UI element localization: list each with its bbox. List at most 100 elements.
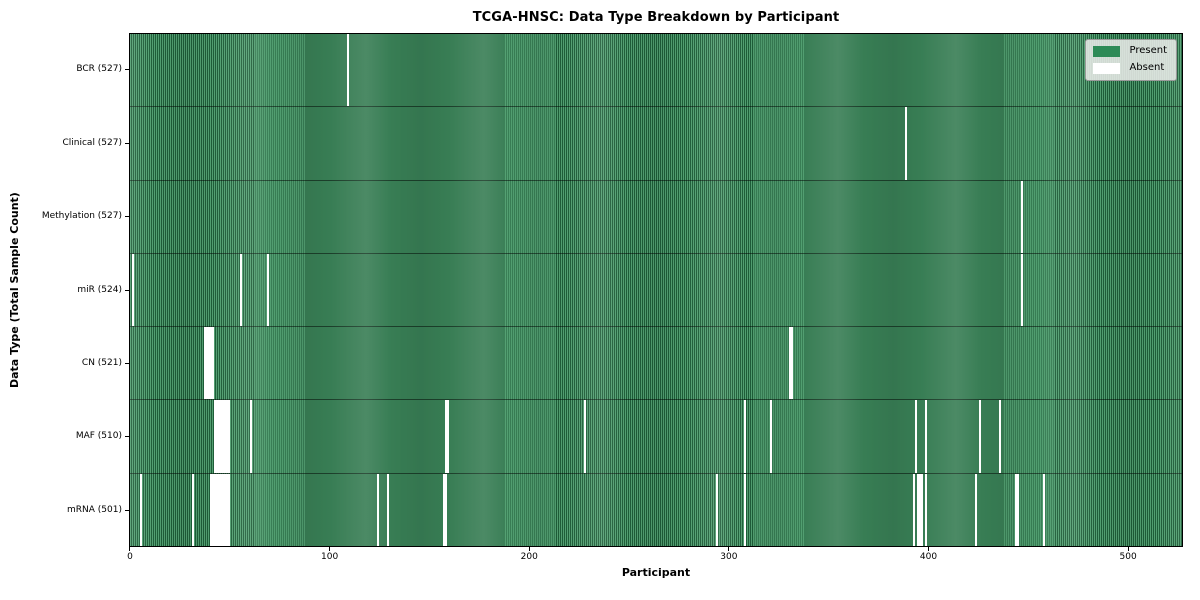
x-tick-mark: [528, 547, 530, 551]
absent-mark: [221, 400, 224, 473]
absent-mark: [217, 400, 220, 473]
absent-mark: [205, 327, 208, 400]
y-tick-mark: [125, 69, 129, 71]
y-tick-label: BCR (527): [76, 64, 122, 75]
x-tick-label: 500: [1119, 552, 1137, 562]
absent-mark: [442, 473, 445, 546]
absent-mark: [223, 400, 226, 473]
y-tick-label: MAF (510): [75, 431, 122, 442]
y-tick-label: miR (524): [77, 284, 122, 295]
absent-mark: [209, 327, 212, 400]
absent-mark: [213, 400, 216, 473]
absent-mark: [203, 327, 206, 400]
absent-mark: [207, 327, 210, 400]
x-tick-mark: [329, 547, 331, 551]
absent-mark: [225, 400, 228, 473]
absent-mark: [915, 400, 917, 473]
legend-present-label: Present: [1129, 45, 1167, 56]
x-tick-label: 100: [321, 552, 339, 562]
absent-mark: [1014, 473, 1017, 546]
absent-mark: [743, 473, 746, 546]
legend-entry-absent: Absent: [1093, 62, 1167, 74]
plot-area: [129, 33, 1183, 547]
absent-mark: [913, 473, 915, 546]
y-tick-mark: [125, 362, 129, 364]
x-tick-mark: [927, 547, 929, 551]
x-axis-label: Participant: [621, 566, 691, 579]
absent-mark: [221, 473, 224, 546]
absent-mark: [211, 473, 214, 546]
absent-mark: [223, 473, 226, 546]
y-tick-mark: [125, 436, 129, 438]
heatmap-row-bcr: [130, 34, 1182, 108]
absent-mark: [249, 400, 252, 473]
absent-mark: [215, 473, 218, 546]
absent-mark: [584, 400, 587, 473]
absent-mark: [239, 253, 242, 327]
y-tick-mark: [125, 289, 129, 291]
x-tick-mark: [728, 547, 730, 551]
legend-absent-label: Absent: [1129, 62, 1165, 73]
absent-mark: [444, 400, 447, 473]
absent-mark: [917, 473, 919, 546]
absent-mark: [191, 473, 194, 546]
absent-mark: [211, 327, 214, 400]
x-tick-label: 300: [720, 552, 738, 562]
absent-mark: [743, 400, 746, 473]
absent-mark: [791, 327, 794, 400]
absent-mark: [1042, 473, 1045, 546]
y-tick-mark: [125, 142, 129, 144]
chart-title: TCGA-HNSC: Data Type Breakdown by Partic…: [472, 10, 840, 25]
x-tick-label: 400: [919, 552, 938, 562]
present-swatch-icon: [1093, 45, 1121, 57]
absent-mark: [219, 473, 222, 546]
absent-mark: [769, 400, 772, 473]
absent-mark: [347, 34, 350, 107]
y-tick-mark: [125, 509, 129, 511]
heatmap-row-mrna: [130, 473, 1182, 546]
absent-mark: [387, 473, 389, 546]
absent-mark: [974, 473, 977, 546]
heatmap-row-mir: [130, 253, 1182, 328]
heatmap-row-cn: [130, 327, 1182, 401]
absent-mark: [1020, 253, 1023, 327]
absent-mark: [920, 473, 923, 546]
heatmap-row-maf: [130, 400, 1182, 474]
x-tick-mark: [1127, 547, 1129, 551]
absent-mark: [1020, 180, 1023, 253]
y-tick-mark: [125, 216, 129, 218]
absent-mark: [905, 107, 908, 180]
absent-mark: [227, 473, 230, 546]
absent-mark: [131, 253, 134, 327]
absent-mark: [139, 473, 142, 546]
legend: Present Absent: [1085, 39, 1177, 81]
absent-mark: [213, 473, 216, 546]
y-tick-label: CN (521): [81, 357, 122, 368]
absent-mark: [715, 473, 718, 546]
absent-mark: [227, 400, 230, 473]
x-tick-label: 200: [520, 552, 538, 562]
legend-entry-present: Present: [1093, 45, 1167, 57]
absent-mark: [924, 400, 927, 473]
absent-mark: [924, 473, 927, 546]
absent-mark: [789, 327, 792, 400]
absent-mark: [377, 473, 380, 546]
absent-mark: [446, 400, 449, 473]
absent-mark: [978, 400, 981, 473]
absent-mark: [209, 473, 212, 546]
absent-mark: [919, 473, 921, 546]
absent-mark: [998, 400, 1001, 473]
absent-mark: [444, 473, 447, 546]
heatmap-row-clinical: [130, 107, 1182, 181]
absent-mark: [217, 473, 220, 546]
y-tick-label: Clinical (527): [62, 137, 122, 148]
absent-mark: [219, 400, 222, 473]
x-tick-mark: [129, 547, 131, 551]
absent-mark: [225, 473, 228, 546]
absent-mark: [1016, 473, 1019, 546]
y-tick-label: mRNA (501): [67, 504, 122, 515]
y-tick-label: Methylation (527): [41, 211, 122, 222]
absent-mark: [267, 253, 270, 327]
x-tick-label: 0: [127, 552, 133, 562]
